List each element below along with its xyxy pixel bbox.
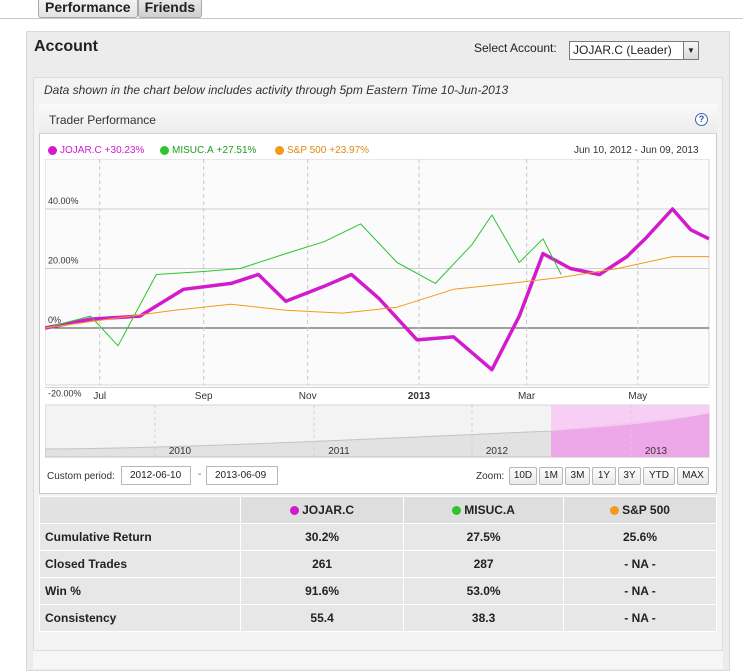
col-dot <box>610 505 620 515</box>
x-tick-label: Mar <box>518 391 536 402</box>
navigator[interactable]: 2010 2011 2012 2013 <box>45 404 710 458</box>
row-label: Consistency <box>39 604 241 632</box>
stats-col-misuc: MISUC.A <box>403 496 565 524</box>
x-tick-label: 2013 <box>408 391 431 402</box>
plot-background <box>45 159 710 386</box>
col-name: MISUC.A <box>464 503 515 517</box>
zoom-1m-button[interactable]: 1M <box>539 467 563 485</box>
cell: 55.4 <box>239 604 405 632</box>
stats-col-sp500: S&P 500 <box>563 496 717 524</box>
chevron-down-icon[interactable]: ▼ <box>683 42 698 59</box>
cell: 91.6% <box>239 577 405 605</box>
period-start-input[interactable]: 2012-06-10 <box>121 466 191 485</box>
cell: - NA - <box>563 604 717 632</box>
legend-dot <box>160 146 169 155</box>
period-separator: - <box>198 469 202 480</box>
navigator-selected-area <box>551 413 709 457</box>
stats-col-jojar: JOJAR.C <box>239 496 405 524</box>
series-line <box>45 214 562 347</box>
performance-chart[interactable]: 40.00% 20.00% 0% -20.00% Jul Sep Nov 2013 Mar May… <box>45 159 711 459</box>
panel-title: Trader Performance <box>49 113 156 127</box>
cell: 27.5% <box>403 523 565 551</box>
x-tick-label: Jul <box>93 391 106 402</box>
legend-value: +30.23% <box>104 145 145 156</box>
x-tick-label: May <box>628 391 647 402</box>
y-tick-label: -20.00% <box>48 389 82 399</box>
x-tick-label: Sep <box>195 391 213 402</box>
help-icon[interactable]: ? <box>695 113 708 126</box>
table-row: Consistency 55.4 38.3 - NA - <box>39 604 717 632</box>
custom-period-label: Custom period: <box>47 471 115 482</box>
cell: 53.0% <box>403 577 565 605</box>
legend-dot <box>48 146 57 155</box>
zoom-max-button[interactable]: MAX <box>677 467 709 485</box>
row-label: Cumulative Return <box>39 523 241 551</box>
tab-bar: Performance Friends <box>38 0 203 19</box>
cell: 38.3 <box>403 604 565 632</box>
cell: - NA - <box>563 550 717 578</box>
zoom-1y-button[interactable]: 1Y <box>592 467 616 485</box>
legend-value: +27.51% <box>216 145 257 156</box>
legend-value: +23.97% <box>329 145 370 156</box>
stats-table: JOJAR.C MISUC.A S&P 500 Cumulative Retur… <box>39 496 717 632</box>
series-line <box>45 256 709 329</box>
table-row: Closed Trades 261 287 - NA - <box>39 550 717 578</box>
legend-dot <box>275 146 284 155</box>
legend-name: JOJAR.C <box>60 145 102 156</box>
x-tick-label: Nov <box>299 391 317 402</box>
legend-item-sp500[interactable]: S&P 500 +23.97% <box>275 145 369 156</box>
cell: 25.6% <box>563 523 717 551</box>
col-dot <box>290 505 300 515</box>
series-line <box>45 207 710 372</box>
table-row: Win % 91.6% 53.0% - NA - <box>39 577 717 605</box>
zoom-ytd-button[interactable]: YTD <box>643 467 675 485</box>
navigator-tick-label: 2013 <box>645 446 668 457</box>
panel-header <box>39 104 717 134</box>
plot-area: 40.00% 20.00% 0% -20.00% Jul Sep Nov 2013 Mar May <box>45 159 710 402</box>
zoom-label: Zoom: <box>476 471 505 482</box>
select-account-label: Select Account: <box>474 41 557 55</box>
zoom-3y-button[interactable]: 3Y <box>618 467 641 485</box>
col-dot <box>452 505 462 515</box>
table-row: Cumulative Return 30.2% 27.5% 25.6% <box>39 523 717 551</box>
row-label: Closed Trades <box>39 550 241 578</box>
y-tick-label: 0% <box>48 315 61 325</box>
tab-divider <box>0 18 743 19</box>
cell: 287 <box>403 550 565 578</box>
cell: 30.2% <box>239 523 405 551</box>
y-tick-label: 20.00% <box>48 256 79 266</box>
legend-name: S&P 500 <box>287 145 327 156</box>
row-label: Win % <box>39 577 241 605</box>
account-select[interactable]: JOJAR.C (Leader) ▼ <box>569 41 699 60</box>
zoom-10d-button[interactable]: 10D <box>509 467 537 485</box>
legend-name: MISUC.A <box>172 145 214 156</box>
navigator-tick-label: 2012 <box>486 446 509 457</box>
stats-corner <box>39 496 241 524</box>
navigator-tick-label: 2010 <box>169 446 192 457</box>
tab-friends[interactable]: Friends <box>137 0 203 18</box>
legend-item-misuc[interactable]: MISUC.A +27.51% <box>160 145 256 156</box>
navigator-history-area <box>45 414 710 458</box>
period-end-input[interactable]: 2013-06-09 <box>206 466 278 485</box>
tab-performance[interactable]: Performance <box>38 0 138 18</box>
page-title: Account <box>34 38 98 55</box>
y-tick-label: 40.00% <box>48 196 79 206</box>
stats-header-row: JOJAR.C MISUC.A S&P 500 <box>39 496 717 524</box>
bottom-strip <box>33 650 723 669</box>
legend-item-jojar[interactable]: JOJAR.C +30.23% <box>48 145 144 156</box>
zoom-3m-button[interactable]: 3M <box>565 467 590 485</box>
cell: 261 <box>239 550 405 578</box>
col-name: JOJAR.C <box>302 503 355 517</box>
data-note: Data shown in the chart below includes a… <box>44 83 509 97</box>
date-range-label: Jun 10, 2012 - Jun 09, 2013 <box>574 145 699 156</box>
cell: - NA - <box>563 577 717 605</box>
col-name: S&P 500 <box>622 503 670 517</box>
account-select-value: JOJAR.C (Leader) <box>573 43 672 57</box>
navigator-tick-label: 2011 <box>328 446 350 457</box>
